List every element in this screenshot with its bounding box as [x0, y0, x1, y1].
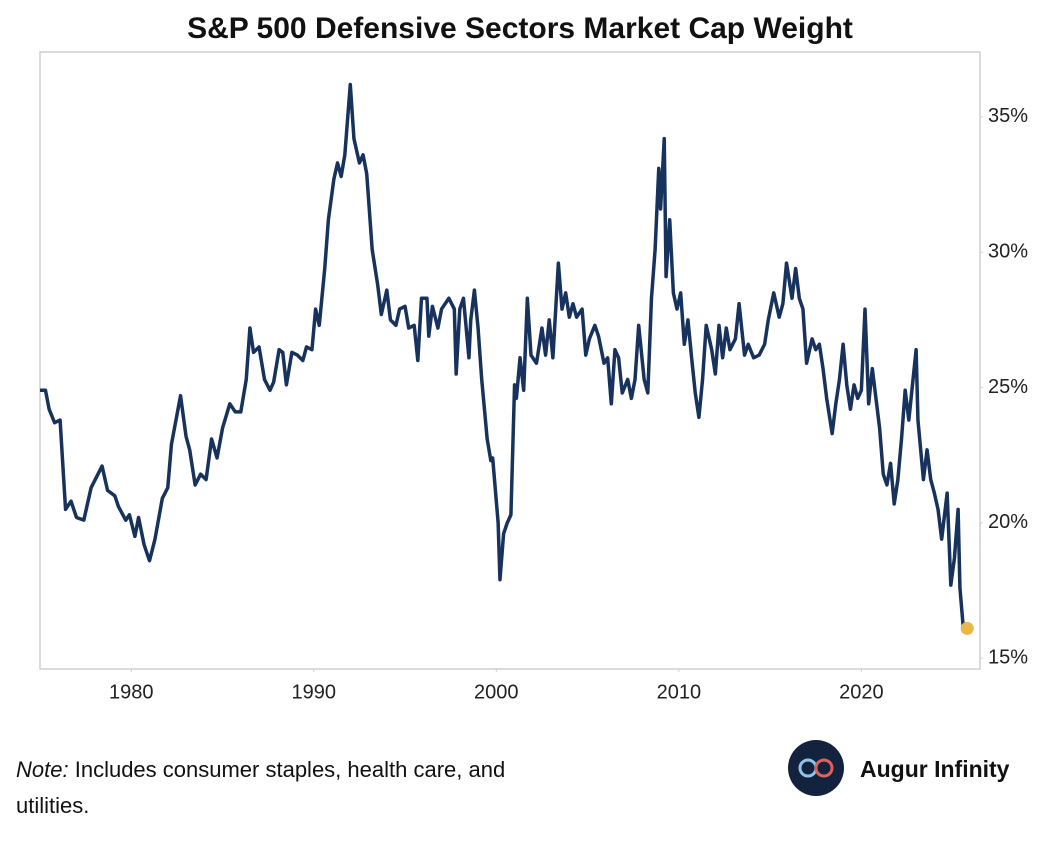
brand-logo	[788, 740, 844, 796]
data-line	[40, 82, 969, 633]
y-tick-label: 30%	[988, 241, 1028, 263]
note-text: Includes consumer staples, health care, …	[16, 757, 506, 818]
y-tick-label: 20%	[988, 511, 1028, 533]
y-tick-label: 25%	[988, 376, 1028, 398]
brand-name: Augur Infinity	[860, 756, 1010, 782]
chart-title: S&P 500 Defensive Sectors Market Cap Wei…	[187, 12, 853, 45]
x-tick-label: 1990	[292, 681, 337, 703]
x-tick-label: 2020	[839, 681, 884, 703]
x-tick-label: 2010	[657, 681, 702, 703]
x-tick-label: 2000	[474, 681, 519, 703]
plot-area	[40, 82, 974, 635]
y-tick-label: 35%	[988, 105, 1028, 127]
x-tick-label: 1980	[109, 681, 154, 703]
y-tick-label: 15%	[988, 646, 1028, 668]
note-label: Note:	[16, 757, 69, 782]
footnote: Note: Includes consumer staples, health …	[16, 752, 576, 824]
plot-frame	[39, 51, 981, 670]
last-point-marker	[960, 621, 974, 635]
